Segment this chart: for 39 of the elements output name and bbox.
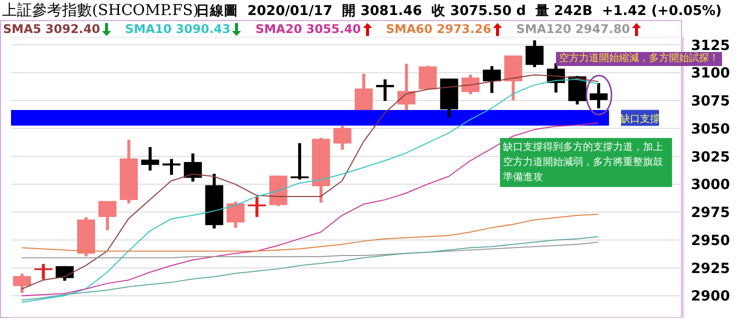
candlestick (462, 74, 480, 94)
candlestick (141, 147, 160, 171)
y-tick-label: 2975 (691, 205, 730, 222)
y-tick-label: 3025 (691, 149, 730, 166)
y-tick-label: 2925 (691, 260, 730, 277)
candlestick (590, 83, 608, 108)
chart-subtitle: 日線圖 2020/01/17 開 3081.46 收 3075.50 d 量 242B +1.42 (+0.05%) (196, 2, 722, 20)
text: SMA60 2973.26 (386, 22, 492, 36)
y-tick-label: 3125 (691, 38, 730, 54)
candlestick (34, 264, 52, 280)
chart-title: 上証參考指數(SHCOMP.FS) (2, 1, 199, 20)
candlestick (56, 266, 74, 281)
y-tick-label: 3000 (691, 177, 730, 194)
candlestick (354, 74, 373, 110)
y-tick-label: 3075 (691, 94, 730, 110)
candlestick (333, 126, 352, 150)
candlestick (98, 201, 116, 230)
text: SMA5 3092.40 (3, 22, 102, 36)
text: SMA120 2947.80 (516, 22, 632, 36)
candlestick (482, 66, 501, 93)
candlestick (184, 153, 202, 182)
y-tick-label: 2900 (691, 288, 730, 305)
line-series (21, 236, 599, 301)
candlestick (226, 202, 245, 228)
y-tick-label: 2950 (691, 232, 730, 249)
text: SMA20 3055.40 (255, 22, 362, 36)
annotation: 缺口支撐得到多方的支撐力道，加上空方力道開始減弱，多方將重整旗鼓準備進攻 (500, 138, 672, 187)
candlestick (248, 196, 266, 217)
candlestick (397, 64, 416, 110)
text: SMA10 3090.43 (125, 22, 232, 36)
line-series (21, 214, 599, 252)
candlestick (418, 66, 437, 90)
y-tick-label: 3100 (691, 66, 730, 82)
candlestick (13, 274, 31, 293)
annotation: 空方力道開始縮減，多方開始試探！ (556, 52, 722, 66)
candlestick (162, 158, 180, 175)
line-series (21, 242, 599, 258)
y-tick-label: 3050 (691, 121, 730, 138)
candlestick (526, 40, 544, 68)
